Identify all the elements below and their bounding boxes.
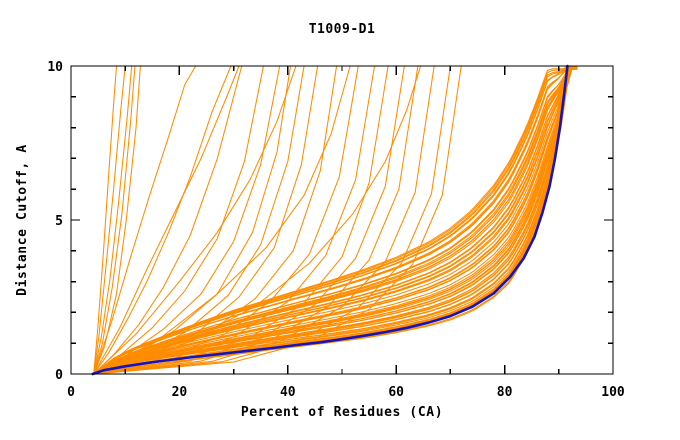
model-curve-outlier (93, 65, 232, 375)
model-curve (93, 66, 578, 375)
reference-model-curve (91, 64, 569, 376)
model-curve (93, 65, 578, 375)
model-curve-outlier (93, 65, 118, 375)
model-curve-outlier (93, 65, 462, 375)
y-tick-label: 0 (55, 368, 63, 383)
model-curve-outlier (93, 65, 359, 375)
model-curve-outlier (93, 65, 435, 375)
x-tick-label: 0 (67, 385, 75, 400)
model-curve-outlier (93, 65, 136, 375)
model-curve (93, 66, 578, 375)
page-title: T1009-D1 (309, 22, 376, 37)
model-curve (93, 67, 578, 375)
model-curve-outlier (93, 65, 451, 375)
curves-layer (91, 64, 578, 376)
y-tick-label: 5 (55, 214, 63, 229)
model-curve (93, 67, 578, 375)
model-curve (93, 68, 578, 375)
model-curve-outlier (93, 65, 141, 375)
model-curve-outlier (93, 65, 240, 375)
model-curve (93, 68, 578, 375)
model-curve-outlier (93, 65, 126, 375)
x-axis-ticks (70, 66, 614, 374)
model-curve-outlier (93, 65, 264, 375)
model-curve-outlier (93, 65, 419, 375)
model-curve-outlier (93, 65, 297, 375)
model-curve-outlier (93, 65, 422, 375)
y-axis-tick-labels: 0 5 10 (47, 60, 63, 383)
model-curve-outlier (93, 65, 281, 375)
model-curve-outlier (93, 65, 351, 375)
x-axis-tick-labels: 0 20 40 60 80 100 (67, 385, 625, 400)
model-curve (93, 65, 578, 375)
model-curve-outlier (93, 65, 389, 375)
x-tick-label: 100 (601, 385, 625, 400)
y-axis-ticks (71, 65, 613, 375)
model-curve-outlier (93, 65, 405, 375)
x-tick-label: 20 (172, 385, 188, 400)
x-tick-label: 40 (280, 385, 296, 400)
model-curve-outlier (93, 65, 133, 375)
model-curve-outlier (93, 65, 197, 375)
y-tick-label: 10 (47, 60, 63, 75)
model-curve-outlier (93, 65, 338, 375)
model-curve-outlier (93, 65, 305, 375)
x-tick-label: 80 (497, 385, 513, 400)
x-axis-label: Percent of Residues (CA) (241, 405, 443, 420)
x-tick-label: 60 (388, 385, 404, 400)
y-axis-label: Distance Cutoff, A (15, 144, 30, 296)
model-curve (93, 65, 573, 375)
model-curve (93, 67, 578, 375)
model-curve (93, 67, 578, 375)
